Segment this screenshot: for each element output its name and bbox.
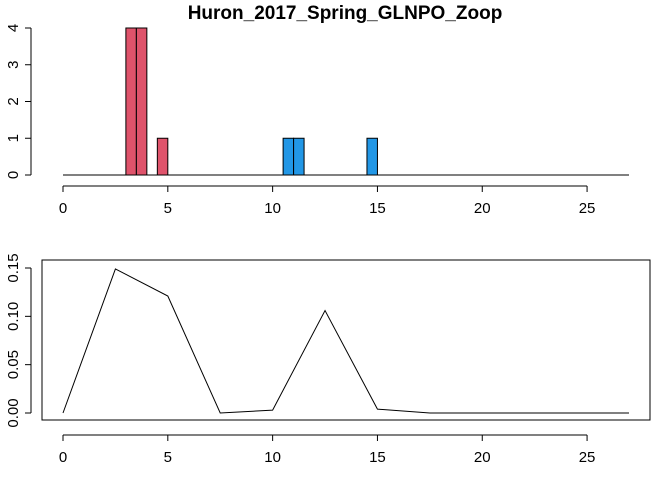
y-tick-label: 0.05 [5, 350, 22, 379]
x-tick-label: 5 [164, 200, 172, 217]
x-tick-label: 5 [164, 449, 172, 466]
y-tick-label: 2 [5, 97, 22, 105]
y-tick-label: 0 [5, 171, 22, 179]
y-tick-label: 0.00 [5, 398, 22, 427]
histogram-panel: Huron_2017_Spring_GLNPO_Zoop 0 5 10 15 20 25 0… [5, 3, 629, 217]
histogram-bar [135, 27, 148, 176]
y-tick-label: 1 [5, 134, 22, 142]
x-tick-label: 10 [264, 449, 281, 466]
x-tick-label: 0 [59, 200, 67, 217]
histogram-bar [156, 137, 169, 176]
histogram-bar [293, 137, 305, 176]
plot-frame [41, 259, 651, 421]
x-tick-label: 20 [474, 200, 491, 217]
series-line [62, 268, 629, 414]
y-tick-label: 4 [5, 24, 22, 32]
histogram-bar [366, 137, 378, 176]
y-tick-label: 0.10 [5, 302, 22, 331]
y-tick-label: 3 [5, 61, 22, 69]
y-tick-label: 0.15 [5, 253, 22, 282]
x-tick-label: 0 [59, 449, 67, 466]
density-line-panel: 0 5 10 15 20 25 0.00 0.05 0.10 0.15 [5, 253, 651, 466]
x-tick-label: 25 [579, 449, 596, 466]
chart-title: Huron_2017_Spring_GLNPO_Zoop [188, 3, 503, 24]
x-tick-label: 15 [369, 200, 386, 217]
histogram-bar [125, 27, 137, 176]
x-tick-label: 20 [474, 449, 491, 466]
x-tick-label: 10 [264, 200, 281, 217]
x-tick-label: 25 [579, 200, 596, 217]
x-tick-label: 15 [369, 449, 386, 466]
histogram-bar [282, 137, 295, 176]
